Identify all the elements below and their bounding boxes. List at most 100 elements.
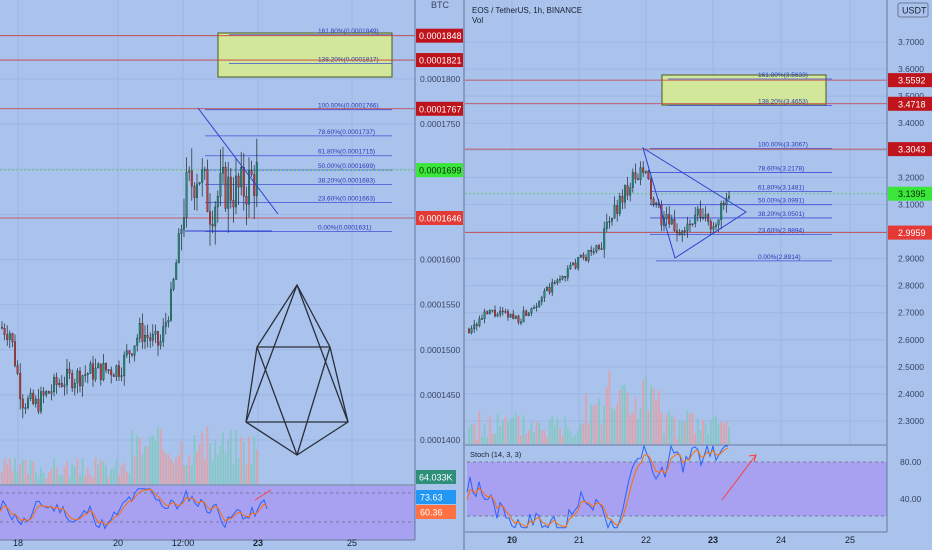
- left-volume-bar: [105, 464, 107, 484]
- right-volume-bar: [574, 434, 577, 444]
- left-price-badge-text: 0.0001848: [419, 31, 462, 41]
- left-stoch-badge: [416, 490, 456, 504]
- left-volume-bar: [66, 461, 68, 484]
- right-volume-bar: [652, 388, 655, 444]
- right-volume-bar: [691, 412, 694, 444]
- left-volume-bar: [1, 471, 3, 484]
- right-volume-bar: [676, 438, 678, 444]
- left-volume-bar: [34, 472, 37, 484]
- left-price-badge: [416, 163, 464, 178]
- candle-body: [728, 195, 730, 199]
- candle-body: [702, 217, 704, 219]
- right-volume-bar: [683, 422, 686, 444]
- candle-body: [592, 251, 595, 253]
- candle-body: [32, 392, 35, 404]
- left-volume-bar: [128, 473, 131, 484]
- right-volume-bar: [517, 415, 520, 444]
- candle-body: [248, 170, 250, 205]
- left-volume-bar: [40, 467, 42, 484]
- candle-body: [618, 196, 621, 214]
- candle-body: [569, 264, 572, 269]
- right-chart-subtitle: Vol: [472, 16, 483, 25]
- left-volume-bar: [99, 459, 102, 484]
- right-volume-bar: [694, 433, 697, 444]
- right-volume-bar: [509, 418, 512, 444]
- candle-body: [668, 214, 671, 225]
- left-volume-bar: [110, 469, 113, 484]
- left-volume-bar: [50, 469, 53, 484]
- right-x-label: 21: [574, 535, 584, 545]
- candle-body: [193, 186, 196, 198]
- left-volume-badge-text: 64.033K: [419, 473, 453, 483]
- candle-body: [242, 167, 245, 197]
- candle-body: [520, 321, 522, 324]
- right-volume-bar: [660, 412, 663, 444]
- candle-body: [574, 262, 577, 269]
- left-volume-bar: [115, 459, 118, 484]
- left-volume-bar: [3, 458, 6, 484]
- right-volume-bar: [468, 427, 470, 444]
- right-price-tick: 2.6000: [898, 335, 924, 345]
- candle-body: [533, 307, 535, 309]
- left-price-tick: 0.0001500: [420, 345, 460, 355]
- candle-body: [29, 392, 32, 399]
- left-volume-bar: [141, 454, 144, 484]
- left-volume-badge: 64.033K: [416, 470, 456, 484]
- left-price-badge: [416, 101, 464, 116]
- right-volume-bar: [587, 423, 590, 444]
- candle-body: [527, 312, 530, 316]
- right-volume-bar: [499, 426, 502, 444]
- candle-body: [190, 170, 193, 187]
- left-volume-bar: [21, 459, 24, 484]
- candle-body: [102, 362, 105, 380]
- candle-body: [647, 170, 650, 180]
- left-volume-bar: [81, 458, 84, 484]
- left-volume-bar: [19, 463, 22, 484]
- left-target-box: [217, 32, 393, 78]
- right-currency-button[interactable]: [897, 2, 929, 18]
- left-price-tick: 0.0001750: [420, 119, 460, 129]
- candle-body: [73, 382, 76, 389]
- right-volume-bar: [603, 405, 606, 444]
- candle-body: [720, 202, 723, 220]
- left-volume-bar: [68, 477, 71, 484]
- right-price-tick: 3.2000: [898, 172, 924, 182]
- left-volume-bar: [102, 461, 105, 484]
- candle-body: [699, 208, 702, 218]
- left-volume-bar: [6, 464, 9, 484]
- candle-body: [624, 185, 626, 203]
- right-volume-bar: [577, 430, 580, 444]
- left-x-label: 23: [253, 538, 263, 548]
- right-volume-bar: [605, 386, 608, 444]
- left-price-badge-text: 0.0001767: [419, 104, 462, 114]
- right-volume-bar: [579, 422, 582, 444]
- left-volume-bar: [107, 477, 110, 484]
- right-volume-bar: [504, 417, 507, 444]
- right-volume-bars: [468, 370, 730, 444]
- right-volume-bar: [616, 404, 619, 444]
- candle-body: [188, 170, 191, 173]
- right-volume-bar: [650, 385, 652, 444]
- left-volume-bar: [227, 439, 230, 484]
- candle-body: [118, 365, 120, 377]
- candle-body: [650, 178, 652, 200]
- candle-body: [621, 196, 624, 203]
- candle-body: [475, 324, 478, 326]
- candle-body: [546, 287, 548, 292]
- left-axis-currency: BTC: [431, 0, 450, 10]
- left-fib-label: 61.80%(0.0001715): [318, 149, 375, 156]
- left-volume-bar: [112, 467, 115, 484]
- right-price-tick: 2.9000: [898, 254, 924, 264]
- candle-body: [556, 279, 559, 284]
- left-volume-bar: [97, 464, 100, 484]
- left-volume-bar: [240, 437, 243, 484]
- right-volume-bar: [715, 415, 717, 444]
- candle-body: [3, 328, 6, 335]
- candle-body: [670, 219, 673, 225]
- right-volume-bar: [525, 433, 528, 444]
- right-volume-bar: [720, 421, 723, 444]
- candle-body: [138, 323, 141, 339]
- left-volume-bar: [224, 452, 227, 484]
- candle-body: [183, 217, 185, 230]
